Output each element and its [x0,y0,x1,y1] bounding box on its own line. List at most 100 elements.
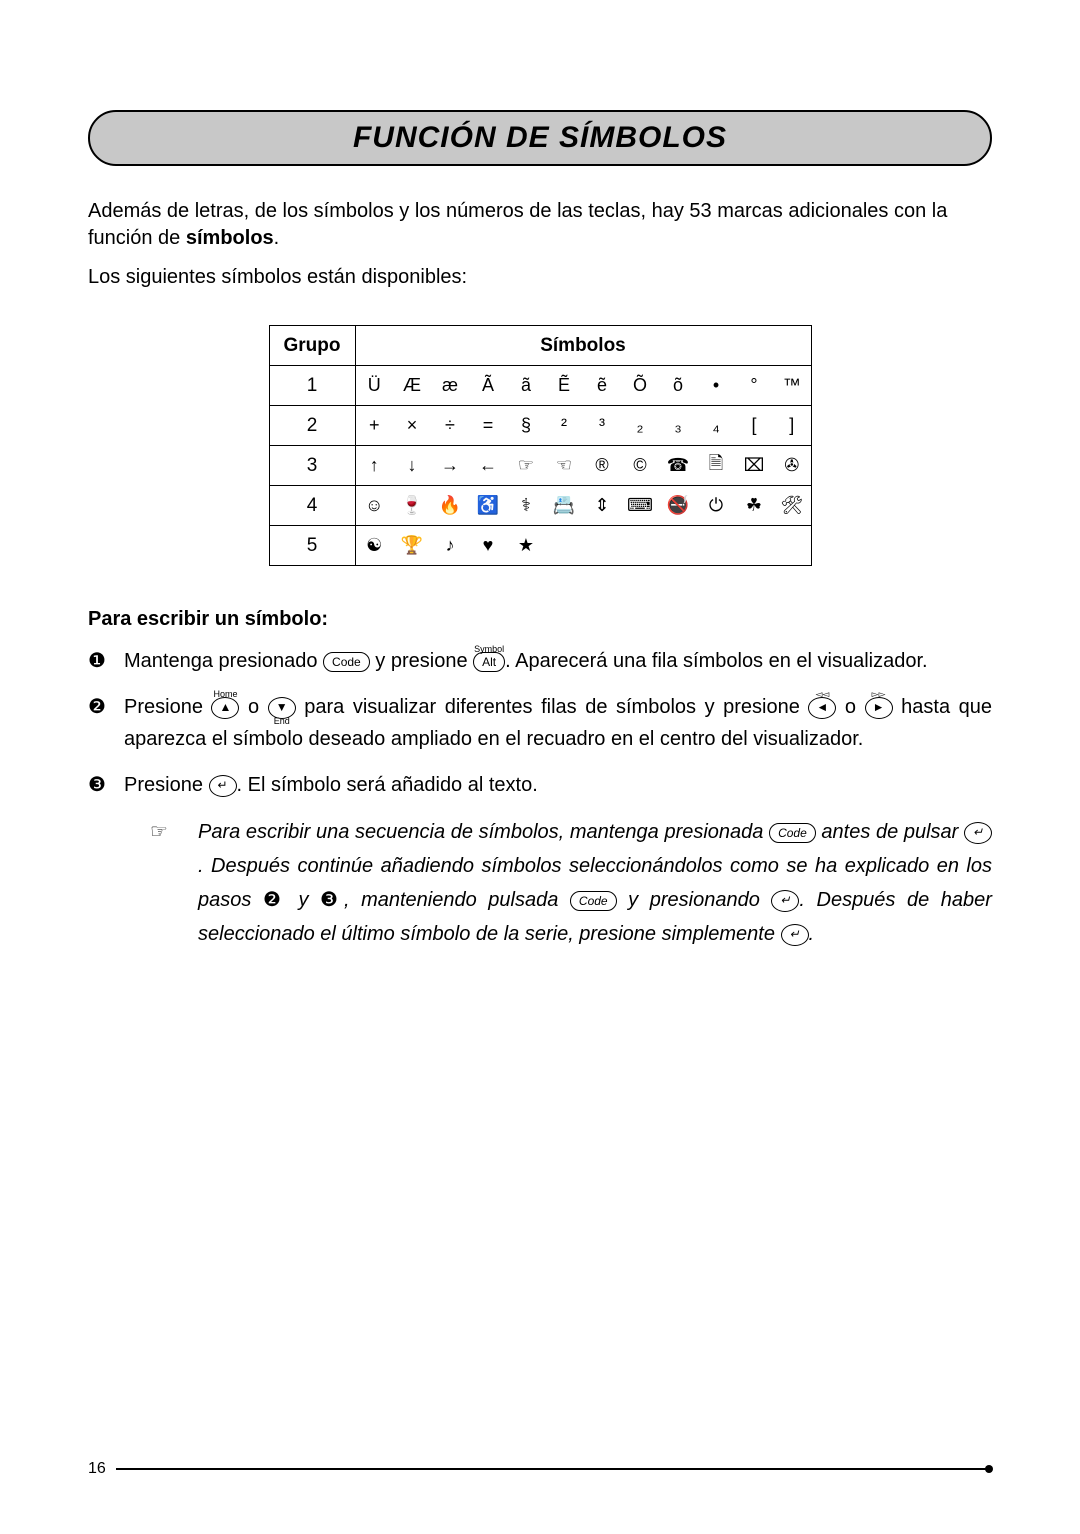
symbol-cell: ☎ [659,446,697,486]
symbol-cell: ☜ [545,446,583,486]
symbol-cell: ] [773,406,811,446]
table-row: 4☺🍷🔥♿⚕📇⇕⌨🚭⏻☘🛠 [269,486,811,526]
symbol-cell: Ẽ [545,366,583,406]
symbol-cell: ₄ [697,406,735,446]
keycap: Code [570,891,617,911]
table-row: 2+×÷=§²³₂₃₄[] [269,406,811,446]
symbol-cell: 🚭 [659,486,697,526]
step-bullet: ❸ [88,769,124,801]
symbol-cell: Æ [393,366,431,406]
keycap-superscript: ◅◅ [815,685,829,703]
symbol-cell: ♿ [469,486,507,526]
symbol-cell: © [621,446,659,486]
group-cell: 5 [269,526,355,566]
circled-number: ❷ [263,889,287,911]
table-row: 3↑↓→←☞☜®©☎🗎⌧✇ [269,446,811,486]
symbol-cell: 📇 [545,486,583,526]
keycap-superscript: Symbol [474,640,504,658]
th-symbols: Símbolos [355,326,811,366]
note-block: ☞ Para escribir una secuencia de símbolo… [150,815,992,951]
symbol-cell [735,526,773,566]
symbol-cell: 🗎 [697,446,735,486]
symbol-cell: ← [469,446,507,486]
table-row: 5☯🏆♪♥★ [269,526,811,566]
step-text: Mantenga presionado Code y presione AltS… [124,645,992,677]
symbol-cell [545,526,583,566]
symbol-cell: ³ [583,406,621,446]
symbol-cell: • [697,366,735,406]
symbol-cell: Õ [621,366,659,406]
symbol-cell: = [469,406,507,446]
symbol-cell: 🍷 [393,486,431,526]
symbol-cell: ° [735,366,773,406]
page-footer: 16 [88,1460,992,1478]
group-cell: 3 [269,446,355,486]
symbol-cell: ✇ [773,446,811,486]
symbol-cell: × [393,406,431,446]
keycap-superscript: ▻▻ [872,685,886,703]
intro-available: Los siguientes símbolos están disponible… [88,266,992,289]
keycap: ↵ [964,822,992,844]
symbol-cell: ₂ [621,406,659,446]
symbol-cell: ⇕ [583,486,621,526]
step-bullet: ❷ [88,691,124,755]
symbol-cell: æ [431,366,469,406]
symbol-cell: ↑ [355,446,393,486]
steps-list: ❶Mantenga presionado Code y presione Alt… [88,645,992,801]
keycap: AltSymbol [473,652,505,672]
step-item: ❷Presione ▲Home o ▼End para visualizar d… [88,691,992,755]
keycap-subscript: End [274,712,290,730]
note-hand-icon: ☞ [150,815,198,951]
keycap: Code [769,823,816,843]
keycap: ↵ [209,775,237,797]
keycap: ◄◅◅ [808,697,836,719]
symbol-cell: Ã [469,366,507,406]
symbol-cell: ™ [773,366,811,406]
symbol-cell: ☘ [735,486,773,526]
group-cell: 1 [269,366,355,406]
symbol-cell: [ [735,406,773,446]
keycap: ►▻▻ [865,697,893,719]
symbol-cell: ♥ [469,526,507,566]
symbol-cell: ⌧ [735,446,773,486]
symbol-cell: + [355,406,393,446]
symbol-cell [697,526,735,566]
symbol-cell: ★ [507,526,545,566]
symbol-cell: → [431,446,469,486]
symbol-cell: ⏻ [697,486,735,526]
keycap: ↵ [771,890,799,912]
title-banner: FUNCIÓN DE SÍMBOLOS [88,110,992,166]
step-item: ❶Mantenga presionado Code y presione Alt… [88,645,992,677]
symbol-cell: ☺ [355,486,393,526]
symbol-cell [621,526,659,566]
symbol-cell: 🔥 [431,486,469,526]
intro-paragraph: Además de letras, de los símbolos y los … [88,198,992,252]
note-text: Para escribir una secuencia de símbolos,… [198,815,992,951]
keycap: ▲Home [211,697,239,719]
keycap: ↵ [781,924,809,946]
symbol-cell: ⚕ [507,486,545,526]
symbol-cell: ẽ [583,366,621,406]
step-text: Presione ▲Home o ▼End para visualizar di… [124,691,992,755]
symbol-cell: ☞ [507,446,545,486]
symbol-cell: ÷ [431,406,469,446]
step-item: ❸Presione ↵. El símbolo será añadido al … [88,769,992,801]
symbol-cell: ⌨ [621,486,659,526]
symbol-cell [773,526,811,566]
symbol-cell: Ü [355,366,393,406]
table-row: 1ÜÆæÃãẼẽÕõ•°™ [269,366,811,406]
keycap: Code [323,652,370,672]
keycap: ▼End [268,697,296,719]
symbol-cell: ↓ [393,446,431,486]
step-bullet: ❶ [88,645,124,677]
intro-bold: símbolos [186,227,274,249]
circled-number: ❸ [320,889,344,911]
intro-text-2: . [274,227,280,249]
symbol-cell: ₃ [659,406,697,446]
symbol-cell: ♪ [431,526,469,566]
symbol-cell: 🛠 [773,486,811,526]
keycap-superscript: Home [213,685,237,703]
page-title: FUNCIÓN DE SÍMBOLOS [353,121,727,155]
symbol-cell: 🏆 [393,526,431,566]
symbol-cell: õ [659,366,697,406]
